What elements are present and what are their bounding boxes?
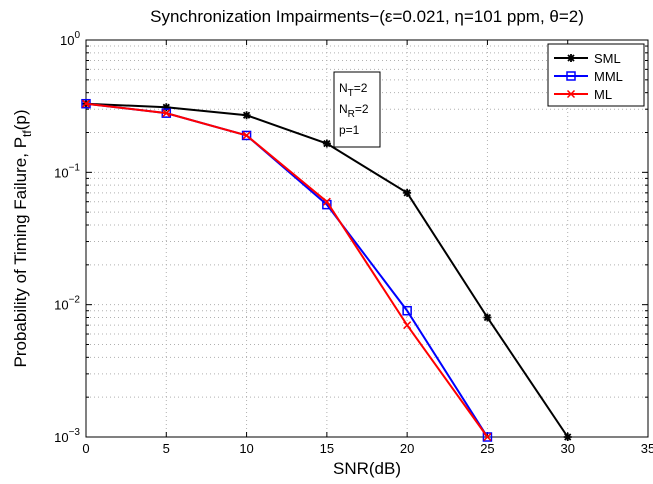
y-tick-label: 10−2 [54, 295, 80, 313]
series-layer [81, 98, 572, 442]
y-tick-label-base: 10 [54, 430, 68, 445]
x-tick-label: 10 [239, 441, 253, 456]
x-tick-label: 25 [480, 441, 494, 456]
series-mml [81, 98, 493, 442]
annotation-line: NR=2 [339, 102, 369, 120]
legend-label: SML [594, 51, 621, 66]
y-axis-label-suffix: (p) [11, 110, 30, 131]
x-tick-label: 5 [163, 441, 170, 456]
series-sml [82, 99, 572, 441]
series-line-sml [85, 102, 569, 438]
y-tick-label-exp: 0 [74, 30, 80, 41]
annotation-rest: =2 [354, 81, 368, 95]
annotation-main: N [339, 81, 348, 95]
data-point-sml [563, 433, 572, 441]
legend-label: MML [594, 69, 623, 84]
data-point-mml [482, 432, 493, 442]
data-point-ml [483, 432, 492, 442]
series-line-ml [85, 102, 489, 438]
x-tick-label: 30 [560, 441, 574, 456]
legend-entry-mml: MML [554, 69, 623, 84]
y-tick-label: 100 [60, 30, 80, 48]
data-point-sml [322, 139, 331, 148]
data-point-sml [242, 111, 251, 120]
data-point-ml [403, 321, 412, 330]
annotation-frame [333, 71, 381, 148]
y-axis-label: Probability of Timing Failure, Ptf(p) [11, 110, 34, 368]
annotation-main: p=1 [339, 123, 360, 137]
annotation-main: N [339, 102, 348, 116]
data-point-ml [81, 99, 91, 108]
y-tick-label-exp: −3 [69, 427, 81, 438]
legend-marker [567, 54, 575, 62]
data-point-sml [162, 103, 171, 112]
legend-entry-sml: SML [554, 51, 621, 66]
data-point-mml [402, 305, 412, 316]
y-axis-label-sub: tf [20, 130, 34, 137]
y-tick-label-base: 10 [54, 298, 68, 313]
annotation-rest: =2 [355, 102, 369, 116]
data-point-ml [242, 131, 251, 140]
y-tick-label-exp: −1 [69, 162, 81, 173]
x-tick-label: 0 [82, 441, 89, 456]
y-tick-label: 10−1 [54, 162, 80, 180]
series-line-mml [85, 102, 489, 438]
data-point-ml [162, 109, 171, 118]
y-tick-label: 10−3 [54, 427, 80, 445]
annotation-sub: R [348, 109, 355, 120]
legend: SML MML ML [547, 43, 645, 107]
x-tick-label: 15 [320, 441, 334, 456]
annotation-box: NT=2NR=2p=1 [333, 71, 381, 148]
x-tick-label: 20 [400, 441, 414, 456]
plot-area-frame [85, 39, 649, 438]
data-point-sml [403, 188, 412, 197]
y-tick-label-base: 10 [60, 33, 74, 48]
legend-entry-ml: ML [554, 87, 612, 102]
annotation-line: NT=2 [339, 81, 368, 99]
series-ml [81, 99, 492, 442]
annotation-line: p=1 [339, 123, 360, 137]
x-tick-label: 35 [641, 441, 653, 456]
data-point-ml [322, 197, 331, 206]
legend-label: ML [594, 87, 612, 102]
x-axis-label: SNR(dB) [333, 459, 401, 478]
legend-marker [566, 89, 576, 99]
y-axis-label-main: Probability of Timing Failure, P [11, 137, 30, 368]
y-tick-label-base: 10 [54, 165, 68, 180]
y-tick-label-exp: −2 [69, 295, 81, 306]
chart-title: Synchronization Impairments−(ε=0.021, η=… [150, 7, 584, 26]
data-point-mml [241, 130, 252, 141]
legend-marker [566, 71, 576, 81]
annotation-sub: T [348, 88, 354, 99]
data-point-sml [483, 313, 492, 322]
